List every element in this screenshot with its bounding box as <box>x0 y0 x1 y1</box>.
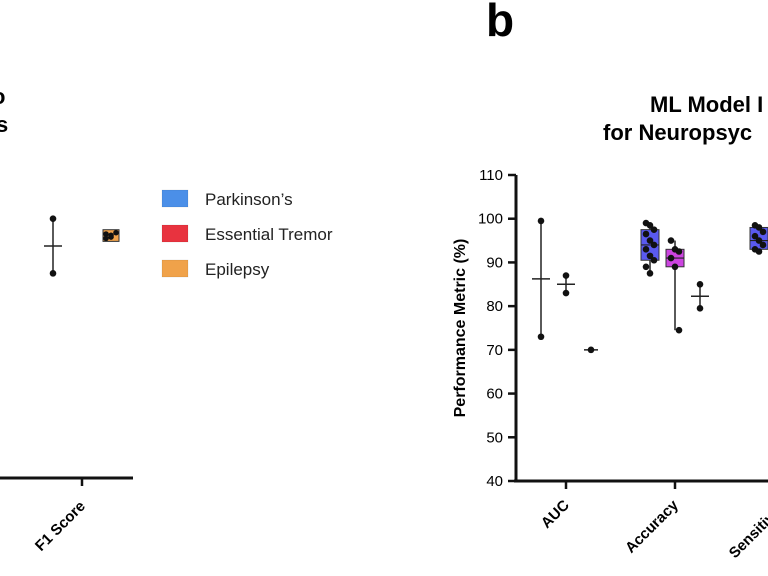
legend: Parkinson’s Essential Tremor Epilepsy <box>161 189 333 279</box>
x-category-label-auc: AUC <box>538 497 573 532</box>
b-sensitivity-parkinson-s-point <box>755 224 763 231</box>
b-sensitivity-parkinson-s-point <box>759 241 767 249</box>
y-tick-label-50: 50 <box>486 429 503 446</box>
b-accuracy-epilepsy-point <box>696 280 704 288</box>
b-auc-epilepsy-point <box>587 346 595 354</box>
a-f1-score-epilepsy-point <box>113 229 119 236</box>
panel-b-x-categories: AUC Accuracy Sensitivity <box>538 481 768 562</box>
legend-swatch-essential-tremor <box>161 224 189 243</box>
a-f1-score-epilepsy-point <box>103 235 109 242</box>
b-accuracy-parkinson-s-point <box>646 221 654 229</box>
b-accuracy-parkinson-s-point <box>646 237 654 244</box>
b-sensitivity-parkinson-s-point <box>759 228 767 236</box>
b-accuracy-essential-tremor-point <box>671 263 679 271</box>
a-f1-score-epilepsy-point <box>103 231 109 237</box>
panel-a-title-fragment-1: o <box>0 84 5 109</box>
b-accuracy-parkinson-s-point <box>650 256 658 264</box>
a-f1-score-essential-tremor-point <box>49 215 57 223</box>
y-tick-label-40: 40 <box>486 473 503 490</box>
legend-swatch-parkinson-s <box>161 189 189 208</box>
b-accuracy-epilepsy-point <box>696 305 704 312</box>
y-tick-label-100: 100 <box>478 211 503 228</box>
a-f1-score-epilepsy-point <box>108 232 114 239</box>
b-sensitivity-parkinson-s-point <box>755 248 763 255</box>
panel-b-y-ticks: 40 50 60 70 80 90 100 110 <box>478 167 516 490</box>
b-auc-essential-tremor-point <box>562 289 570 297</box>
b-accuracy-parkinson-s-point <box>646 270 654 277</box>
b-accuracy-parkinson-s-point <box>646 252 654 260</box>
y-tick-label-110: 110 <box>479 167 503 184</box>
panel-a-title-fragment-2: s <box>0 112 8 137</box>
panel-letter-b: b <box>486 0 514 46</box>
panel-a-marks <box>44 215 120 277</box>
legend-swatch-epilepsy <box>161 259 189 278</box>
b-accuracy-essential-tremor-point <box>675 326 683 334</box>
x-category-label-accuracy: Accuracy <box>622 496 682 556</box>
b-accuracy-essential-tremor-point <box>675 248 683 255</box>
panel-b-y-axis-label: Performance Metric (%) <box>452 239 469 418</box>
panel-a-category-label: F1 Score <box>32 498 89 555</box>
b-accuracy-essential-tremor-point <box>667 254 675 262</box>
panel-b-marks <box>532 217 768 354</box>
panel-b-title-line2: for Neuropsyc <box>603 120 752 145</box>
b-auc-essential-tremor-point <box>562 272 570 279</box>
b-accuracy-essential-tremor-point <box>667 237 675 244</box>
legend-label-epilepsy: Epilepsy <box>205 260 270 279</box>
b-accuracy-parkinson-s-point <box>642 263 650 271</box>
y-tick-label-60: 60 <box>486 386 503 403</box>
b-auc-parkinson-s-point <box>537 333 545 341</box>
b-sensitivity-parkinson-s-point <box>751 232 759 240</box>
b-accuracy-parkinson-s-point <box>642 230 650 238</box>
y-tick-label-70: 70 <box>486 342 503 359</box>
b-auc-parkinson-s-point <box>537 217 545 225</box>
x-category-label-sensitivity: Sensitivity <box>726 496 768 562</box>
y-tick-label-90: 90 <box>486 254 503 271</box>
b-sensitivity-parkinson-s-point <box>755 237 763 244</box>
b-accuracy-parkinson-s-point <box>650 226 658 233</box>
b-accuracy-parkinson-s-point <box>650 241 658 249</box>
panel-b-title-line1: ML Model I <box>650 92 763 117</box>
y-tick-label-80: 80 <box>486 298 503 315</box>
b-accuracy-parkinson-s-point <box>642 246 650 253</box>
legend-label-essential-tremor: Essential Tremor <box>205 225 333 244</box>
legend-label-parkinson-s: Parkinson’s <box>205 190 293 209</box>
a-f1-score-essential-tremor-point <box>49 270 57 277</box>
